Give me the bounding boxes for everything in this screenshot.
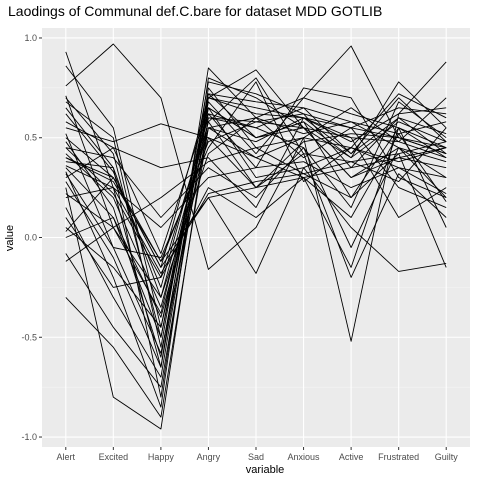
y-axis: -1.0 -0.5 0.0 0.5 1.0 <box>21 33 42 442</box>
x-tick-label: Guilty <box>435 452 459 462</box>
y-tick-label: -0.5 <box>21 332 37 342</box>
chart-title: Laodings of Communal def.C.bare for data… <box>8 3 382 19</box>
series-line-3 <box>65 43 447 342</box>
series-line-30 <box>65 117 447 278</box>
y-tick-label: 0.5 <box>24 133 37 143</box>
y-tick-label: 0.0 <box>24 233 37 243</box>
series-line-21 <box>65 97 447 378</box>
x-tick-label: Sad <box>248 452 264 462</box>
series-line-14 <box>65 93 447 338</box>
series-line-23 <box>65 77 447 328</box>
x-tick-label: Frustrated <box>378 452 419 462</box>
x-axis: Alert Excited Happy Angry Sad Anxious Active Fr… <box>57 447 459 462</box>
series-line-36 <box>65 117 447 354</box>
x-tick-label: Alert <box>57 452 76 462</box>
series-line-34 <box>65 107 447 298</box>
series-line-29 <box>65 97 447 268</box>
x-tick-label: Angry <box>197 452 221 462</box>
y-tick-label: 1.0 <box>24 33 37 43</box>
x-tick-label: Anxious <box>288 452 321 462</box>
series-line-27 <box>65 147 447 268</box>
series-line-16 <box>65 117 447 218</box>
series-line-2 <box>65 65 447 328</box>
y-tick-label: -1.0 <box>21 432 37 442</box>
series-line-18 <box>65 101 447 430</box>
y-axis-title: value <box>4 225 16 251</box>
x-tick-label: Excited <box>99 452 129 462</box>
x-axis-title: variable <box>246 464 285 476</box>
series-line-33 <box>65 107 447 254</box>
x-tick-label: Happy <box>148 452 175 462</box>
x-tick-label: Active <box>339 452 364 462</box>
series-line-15 <box>65 77 447 408</box>
series-line-10 <box>65 147 447 248</box>
series-line-22 <box>65 127 447 288</box>
series-lines <box>65 43 447 430</box>
